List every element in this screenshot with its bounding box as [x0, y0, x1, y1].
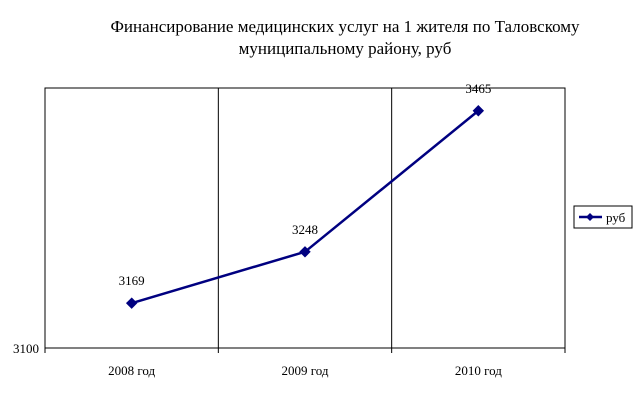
data-label: 3248 [292, 222, 318, 237]
data-point-marker [125, 297, 138, 309]
x-tick-label: 2009 год [282, 363, 329, 378]
legend-label: руб [606, 210, 626, 225]
grid-lines [217, 88, 393, 348]
chart-title-line-2: муниципальному району, руб [238, 39, 452, 58]
series-line [131, 109, 480, 305]
data-point-marker [472, 105, 485, 117]
labels-layer: 2008 год 2009 год 2010 год 3100 3169 3248 3465 [13, 81, 502, 378]
legend-marker [586, 213, 594, 221]
data-point-marker [299, 246, 311, 258]
x-tick-label: 2008 год [108, 363, 155, 378]
series-layer [125, 105, 485, 309]
chart-title: Финансирование медицинских услуг на 1 жи… [60, 16, 630, 60]
plot-border [44, 87, 566, 349]
chart-title-line-1: Финансирование медицинских услуг на 1 жи… [110, 17, 580, 36]
data-label: 3465 [465, 81, 491, 96]
y-tick-label: 3100 [13, 341, 39, 356]
legend: руб [573, 205, 633, 229]
legend-box [573, 205, 633, 229]
x-tick-label: 2010 год [455, 363, 502, 378]
data-label: 3169 [119, 273, 145, 288]
plot-area [44, 87, 566, 349]
axes [44, 88, 566, 353]
